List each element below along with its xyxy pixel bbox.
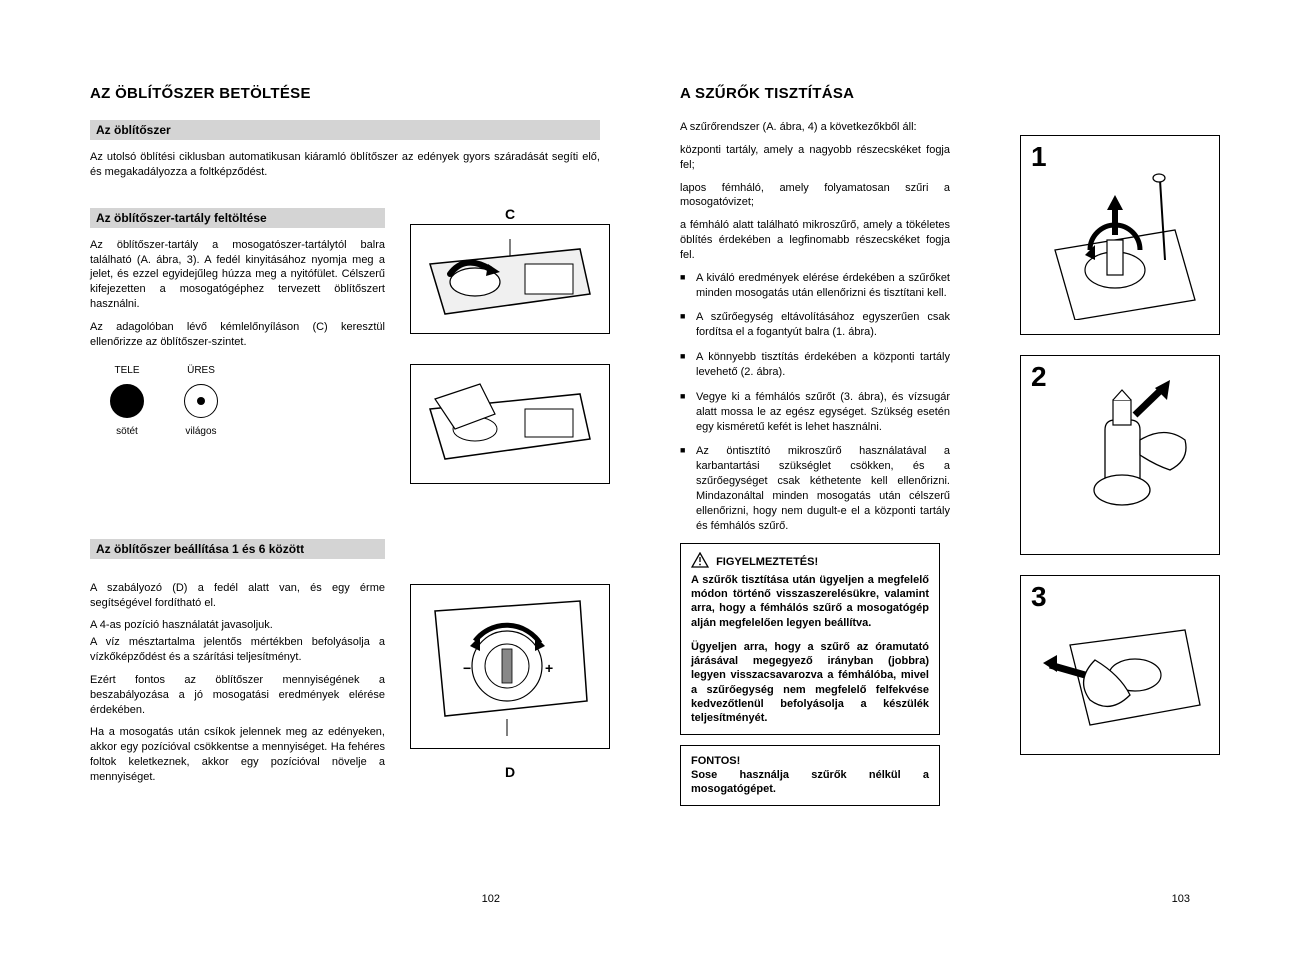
section-adjust: Az öblítőszer beállítása 1 és 6 között A… bbox=[90, 529, 600, 793]
warning-box: FIGYELMEZTETÉS! A szűrők tisztítása után… bbox=[680, 543, 940, 734]
page-number-left: 102 bbox=[482, 893, 500, 905]
fig-2-label: 2 bbox=[1031, 361, 1047, 393]
page-right: A SZŰRŐK TISZTÍTÁSA A szűrőrendszer (A. … bbox=[680, 85, 1220, 905]
fig-3-svg bbox=[1035, 590, 1205, 740]
figure-dispenser-c bbox=[410, 224, 610, 334]
figure-2: 2 bbox=[1020, 355, 1220, 555]
fig-c-label: C bbox=[410, 206, 610, 222]
para-intro-2: központi tartály, amely a nagyobb részec… bbox=[680, 143, 950, 173]
fig-1-svg bbox=[1035, 150, 1205, 320]
indicator-full: TELE sötét bbox=[110, 365, 144, 437]
para-adjust-2: A 4-as pozíció használatát javasoljuk. bbox=[90, 618, 385, 633]
para-adjust-5: Ha a mosogatás után csíkok jelennek meg … bbox=[90, 725, 385, 784]
bullet-3: A könnyebb tisztítás érdekében a központ… bbox=[680, 350, 950, 380]
bullet-2: A szűrőegység eltávolításához egyszerűen… bbox=[680, 310, 950, 340]
right-figures-column: 1 2 bbox=[1020, 135, 1220, 770]
indicator-empty: ÜRES világos bbox=[184, 365, 218, 437]
indicator-light-label: világos bbox=[184, 426, 218, 437]
indicator-dark-circle bbox=[110, 384, 144, 418]
indicator-empty-label: ÜRES bbox=[184, 365, 218, 376]
important-title: FONTOS! bbox=[691, 755, 740, 767]
header-rinse-aid: Az öblítőszer bbox=[90, 120, 600, 140]
important-box: FONTOS! Sose használja szűrők nélkül a m… bbox=[680, 745, 940, 806]
indicator-full-label: TELE bbox=[110, 365, 144, 376]
bullet-5: Az öntisztító mikroszűrő használatával a… bbox=[680, 444, 950, 533]
page-left: AZ ÖBLÍTŐSZER BETÖLTÉSE Az öblítőszer Az… bbox=[90, 85, 600, 905]
filter-bullet-list: A kiváló eredmények elérése érdekében a … bbox=[680, 271, 950, 534]
section-rinse-aid: Az öblítőszer Az utolsó öblítési ciklusb… bbox=[90, 120, 600, 180]
warning-p1: A szűrők tisztítása után ügyeljen a megf… bbox=[691, 574, 929, 629]
dispenser-open-svg bbox=[420, 374, 600, 474]
figure-dial-d: − + bbox=[410, 584, 610, 749]
fig-1-label: 1 bbox=[1031, 141, 1047, 173]
page-title-right: A SZŰRŐK TISZTÍTÁSA bbox=[680, 85, 1220, 102]
fig-2-svg bbox=[1035, 370, 1205, 540]
fig-d-label: D bbox=[410, 764, 610, 780]
para-filling-2: Az adagolóban lévő kémlelőnyíláson (C) k… bbox=[90, 320, 385, 350]
warning-title: FIGYELMEZTETÉS! bbox=[716, 556, 818, 568]
page-number-right: 103 bbox=[1172, 893, 1190, 905]
svg-text:−: − bbox=[463, 660, 471, 676]
important-text: Sose használja szűrők nélkül a mosogatóg… bbox=[691, 768, 929, 797]
bullet-4: Vegye ki a fémhálós szűrőt (3. ábra), és… bbox=[680, 390, 950, 435]
para-adjust-3: A víz mésztartalma jelentős mértékben be… bbox=[90, 635, 385, 665]
para-filling-1: Az öblítőszer-tartály a mosogatószer-tar… bbox=[90, 238, 385, 312]
page-title-left: AZ ÖBLÍTŐSZER BETÖLTÉSE bbox=[90, 85, 600, 102]
right-text-column: A szűrőrendszer (A. ábra, 4) a következő… bbox=[680, 120, 950, 806]
figure-3: 3 bbox=[1020, 575, 1220, 755]
indicator-dark-label: sötét bbox=[110, 426, 144, 437]
fig-3-label: 3 bbox=[1031, 581, 1047, 613]
para-adjust-4: Ezért fontos az öblítőszer mennyiségének… bbox=[90, 673, 385, 718]
dispenser-c-svg bbox=[420, 234, 600, 324]
figure-1: 1 bbox=[1020, 135, 1220, 335]
para-intro-4: a fémháló alatt található mikroszűrő, am… bbox=[680, 218, 950, 263]
header-adjust: Az öblítőszer beállítása 1 és 6 között bbox=[90, 539, 385, 559]
para-intro-1: A szűrőrendszer (A. ábra, 4) a következő… bbox=[680, 120, 950, 135]
figure-dispenser-open bbox=[410, 364, 610, 484]
dial-d-svg: − + bbox=[425, 591, 595, 741]
bullet-1: A kiváló eredmények elérése érdekében a … bbox=[680, 271, 950, 301]
indicator-light-circle bbox=[184, 384, 218, 418]
warning-p2: Ügyeljen arra, hogy a szűrő az óramutató… bbox=[691, 641, 929, 724]
section-filling: Az öblítőszer-tartály feltöltése Az öblí… bbox=[90, 198, 600, 499]
header-filling: Az öblítőszer-tartály feltöltése bbox=[90, 208, 385, 228]
warning-icon bbox=[691, 552, 709, 572]
level-indicators: TELE sötét ÜRES világos bbox=[110, 365, 385, 437]
para-rinse-aid: Az utolsó öblítési ciklusban automatikus… bbox=[90, 150, 600, 180]
para-adjust-1: A szabályozó (D) a fedél alatt van, és e… bbox=[90, 581, 385, 611]
svg-text:+: + bbox=[545, 660, 553, 676]
para-intro-3: lapos fémháló, amely folyamatosan szűri … bbox=[680, 181, 950, 211]
